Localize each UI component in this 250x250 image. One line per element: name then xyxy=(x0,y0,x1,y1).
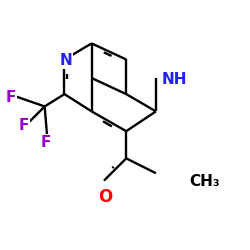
Text: N: N xyxy=(59,53,72,68)
Text: NH: NH xyxy=(162,72,188,87)
Text: F: F xyxy=(18,118,29,132)
Text: F: F xyxy=(6,90,16,105)
Text: CH₃: CH₃ xyxy=(189,174,220,189)
Text: F: F xyxy=(41,135,51,150)
Text: O: O xyxy=(98,188,112,206)
